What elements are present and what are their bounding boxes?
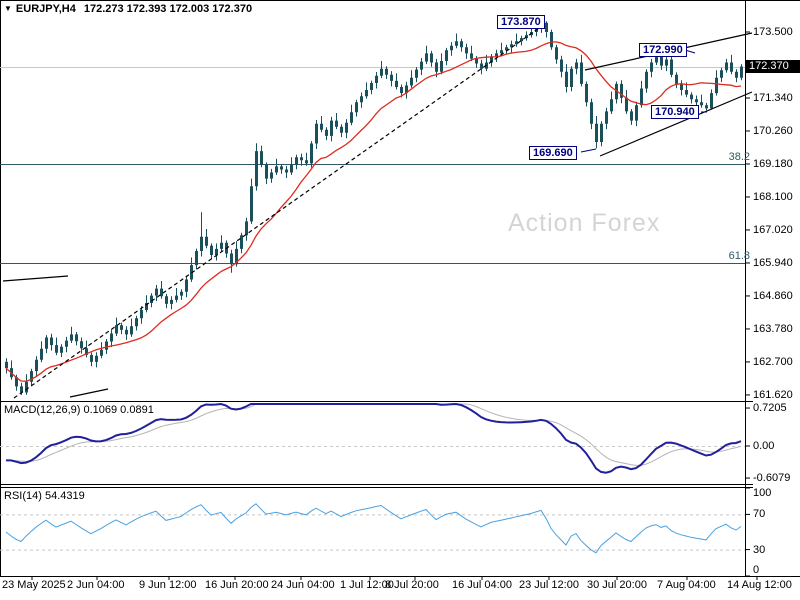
current-price-badge: 172.370 [746,60,800,73]
moving-average-line[interactable] [5,41,742,382]
time-label: 16 Jul 04:00 [452,579,512,591]
trendline-3[interactable] [2,275,69,282]
time-label: 14 Aug 12:00 [727,579,792,591]
watermark: Action Forex [508,209,661,237]
time-label: 8 Jul 20:00 [385,579,439,591]
time-label: 2 Jun 04:00 [67,579,125,591]
price-annotation-173.870[interactable]: 173.870 [497,15,545,29]
fib-label-38.2: 38.2 [728,151,750,163]
price-tick-label-164.860: 164.860 [753,289,793,302]
price-annotation-170.940[interactable]: 170.940 [651,105,699,119]
price-tick-label-173.500: 173.500 [753,26,793,38]
price-tick-label-171.340: 171.340 [753,91,793,104]
dashed-trendline[interactable] [13,25,543,399]
fib-label-61.8: 61.8 [728,250,750,262]
rsi-scale-label-30: 30 [753,543,766,556]
price-annotation-169.690[interactable]: 169.690 [529,146,577,160]
time-label: 30 Jul 20:00 [587,579,647,591]
time-label: 7 Aug 04:00 [657,579,716,591]
chart-title: ▼ EURJPY,H4 172.273 172.393 172.003 172.37… [4,2,252,16]
trendline-4[interactable] [69,388,109,398]
price-tick-label-165.940: 165.940 [753,256,793,269]
annotation-connector [580,148,597,153]
time-label: 23 May 2025 [2,579,66,591]
trendline-2[interactable] [599,91,753,157]
price-tick-label-163.780: 163.780 [753,322,793,335]
time-label: 16 Jun 20:00 [205,579,269,591]
time-label: 1 Jul 12:00 [340,579,394,591]
time-label: 9 Jun 12:00 [139,579,197,591]
rsi-scale-label-100: 100 [753,487,772,499]
time-label: 24 Jun 04:00 [271,579,335,591]
price-annotation-172.990[interactable]: 172.990 [639,43,687,57]
candle-wicks[interactable] [6,20,742,395]
macd-main-line[interactable] [6,402,742,474]
rsi-indicator-label: RSI(14) 54.4319 [4,490,85,502]
symbol-dropdown-icon[interactable]: ▼ [4,4,12,13]
rsi-scale-label-70: 70 [753,508,766,521]
ohlc-values: 172.273 172.393 172.003 172.370 [83,3,253,15]
macd-scale-label-0.7205: 0.7205 [753,402,787,415]
macd-indicator-label: MACD(12,26,9) 0.1069 0.0891 [4,404,154,416]
symbol-period-label: EURJPY,H4 [15,3,76,15]
time-label: 23 Jul 12:00 [519,579,579,591]
rsi-line[interactable] [5,503,742,554]
price-tick-label-161.620: 161.620 [753,388,793,401]
price-tick-label-162.700: 162.700 [753,355,793,368]
price-tick-label-170.260: 170.260 [753,124,793,137]
candle-bodies[interactable] [5,22,743,393]
macd-scale-label--0.6079: -0.6079 [753,472,791,485]
rsi-scale-label-0: 0 [753,564,760,576]
price-tick-label-168.100: 168.100 [753,190,793,203]
macd-scale-label-0.00: 0.00 [753,440,775,452]
price-tick-label-169.180: 169.180 [753,157,793,170]
price-tick-label-167.020: 167.020 [753,223,793,236]
